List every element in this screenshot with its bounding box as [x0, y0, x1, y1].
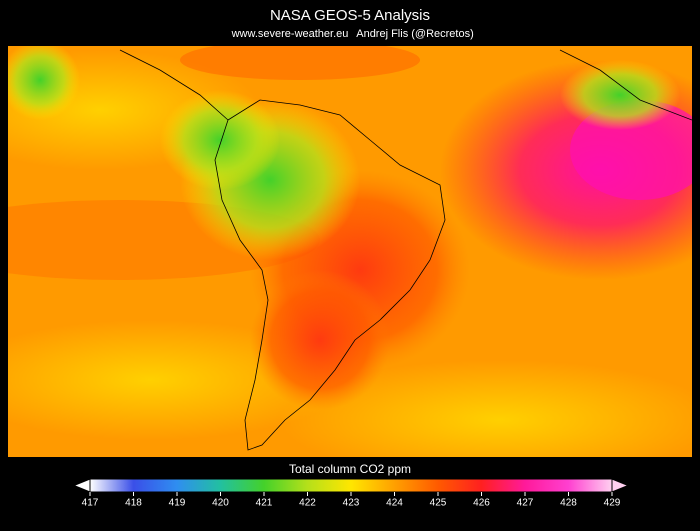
- website: www.severe-weather.eu: [231, 28, 349, 40]
- colorbar-tick-label: 419: [169, 498, 186, 509]
- colorbar-tick-label: 426: [473, 498, 490, 509]
- colorbar-tick-label: 428: [560, 498, 577, 509]
- colorbar-tick-label: 429: [604, 498, 621, 509]
- colorbar-tick-label: 427: [517, 498, 534, 509]
- colorbar-arrow-high: [611, 478, 630, 493]
- colorbar-tick-label: 422: [299, 498, 316, 509]
- colorbar-tick-label: 424: [386, 498, 403, 509]
- title: NASA GEOS-5 Analysis: [270, 7, 430, 24]
- colorbar-tick-label: 423: [343, 498, 360, 509]
- colorbar-tick-label: 421: [256, 498, 273, 509]
- author: Andrej Flis (@Recretos): [356, 28, 474, 40]
- colorbar-tick-label: 420: [212, 498, 229, 509]
- colorbar-tick-label: 417: [82, 498, 99, 509]
- colorbar-label: Total column CO2 ppm: [289, 462, 411, 476]
- colorbar-bar: [89, 478, 613, 493]
- colorbar-tick-label: 418: [125, 498, 142, 509]
- colorbar: 417 418 419 420 421 422 423 424 425 426 427 428 429: [72, 478, 630, 509]
- colorbar-arrow-low: [72, 478, 91, 493]
- colorbar-tick-label: 425: [430, 498, 447, 509]
- co2-map: [8, 46, 692, 457]
